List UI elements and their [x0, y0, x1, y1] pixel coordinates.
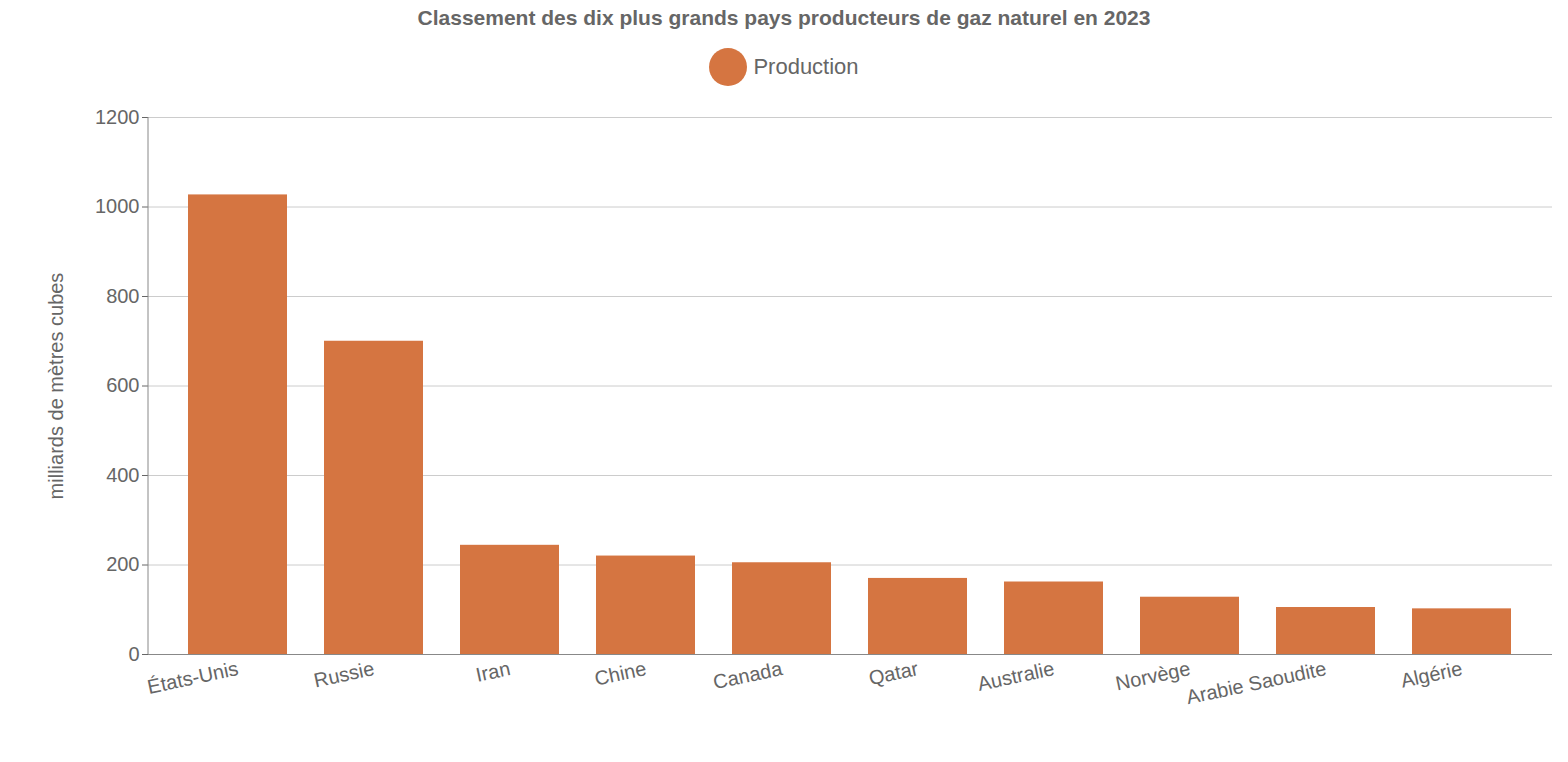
svg-text:Iran: Iran [474, 657, 512, 686]
svg-text:400: 400 [106, 464, 139, 486]
svg-text:0: 0 [128, 643, 139, 665]
svg-text:Chine: Chine [592, 657, 648, 689]
svg-text:200: 200 [106, 553, 139, 575]
svg-text:800: 800 [106, 285, 139, 307]
html-text:Classement des dix plus grands: Classement des dix plus grands pays prod… [417, 6, 1151, 29]
svg-text:Algérie: Algérie [1399, 657, 1464, 691]
svg-text:Russie: Russie [312, 657, 376, 691]
svg-text:États-Unis: États-Unis [145, 657, 240, 698]
html-text:Production: Production [753, 54, 859, 79]
svg-text:1000: 1000 [95, 195, 140, 217]
svg-text:milliards de mètres cubes: milliards de mètres cubes [45, 273, 67, 500]
svg-text:Norvège: Norvège [1114, 657, 1193, 694]
svg-text:1200: 1200 [95, 106, 140, 128]
svg-text:Qatar: Qatar [867, 657, 921, 689]
svg-text:Canada: Canada [711, 657, 785, 693]
svg-text:Arabie Saoudite: Arabie Saoudite [1184, 657, 1328, 708]
svg-text:600: 600 [106, 374, 139, 396]
svg-text:Australie: Australie [975, 657, 1056, 695]
